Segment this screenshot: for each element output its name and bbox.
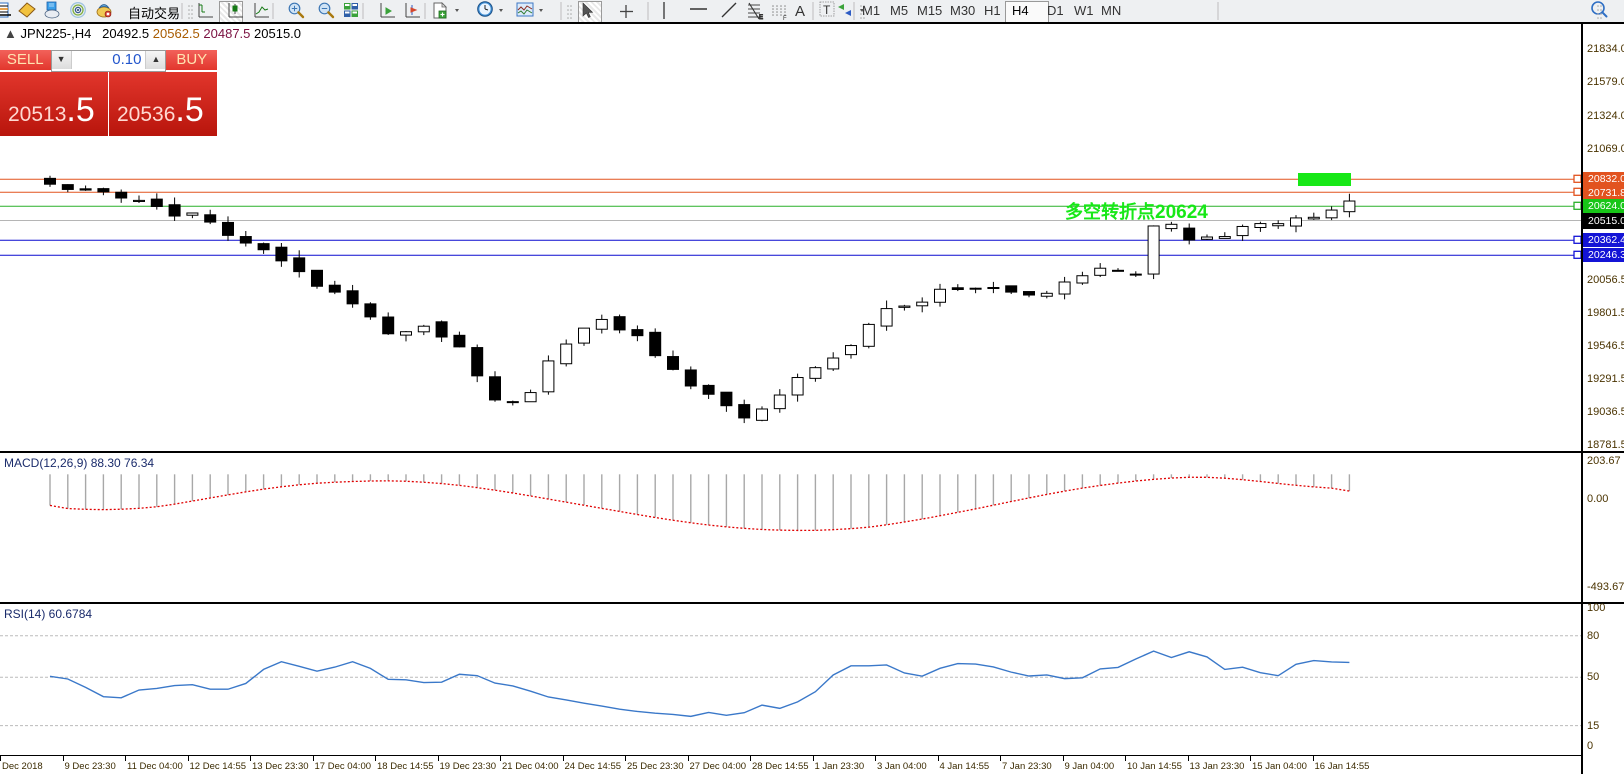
svg-text:E: E [759, 15, 763, 21]
svg-text:A: A [795, 3, 805, 20]
svg-text:T: T [823, 3, 831, 17]
